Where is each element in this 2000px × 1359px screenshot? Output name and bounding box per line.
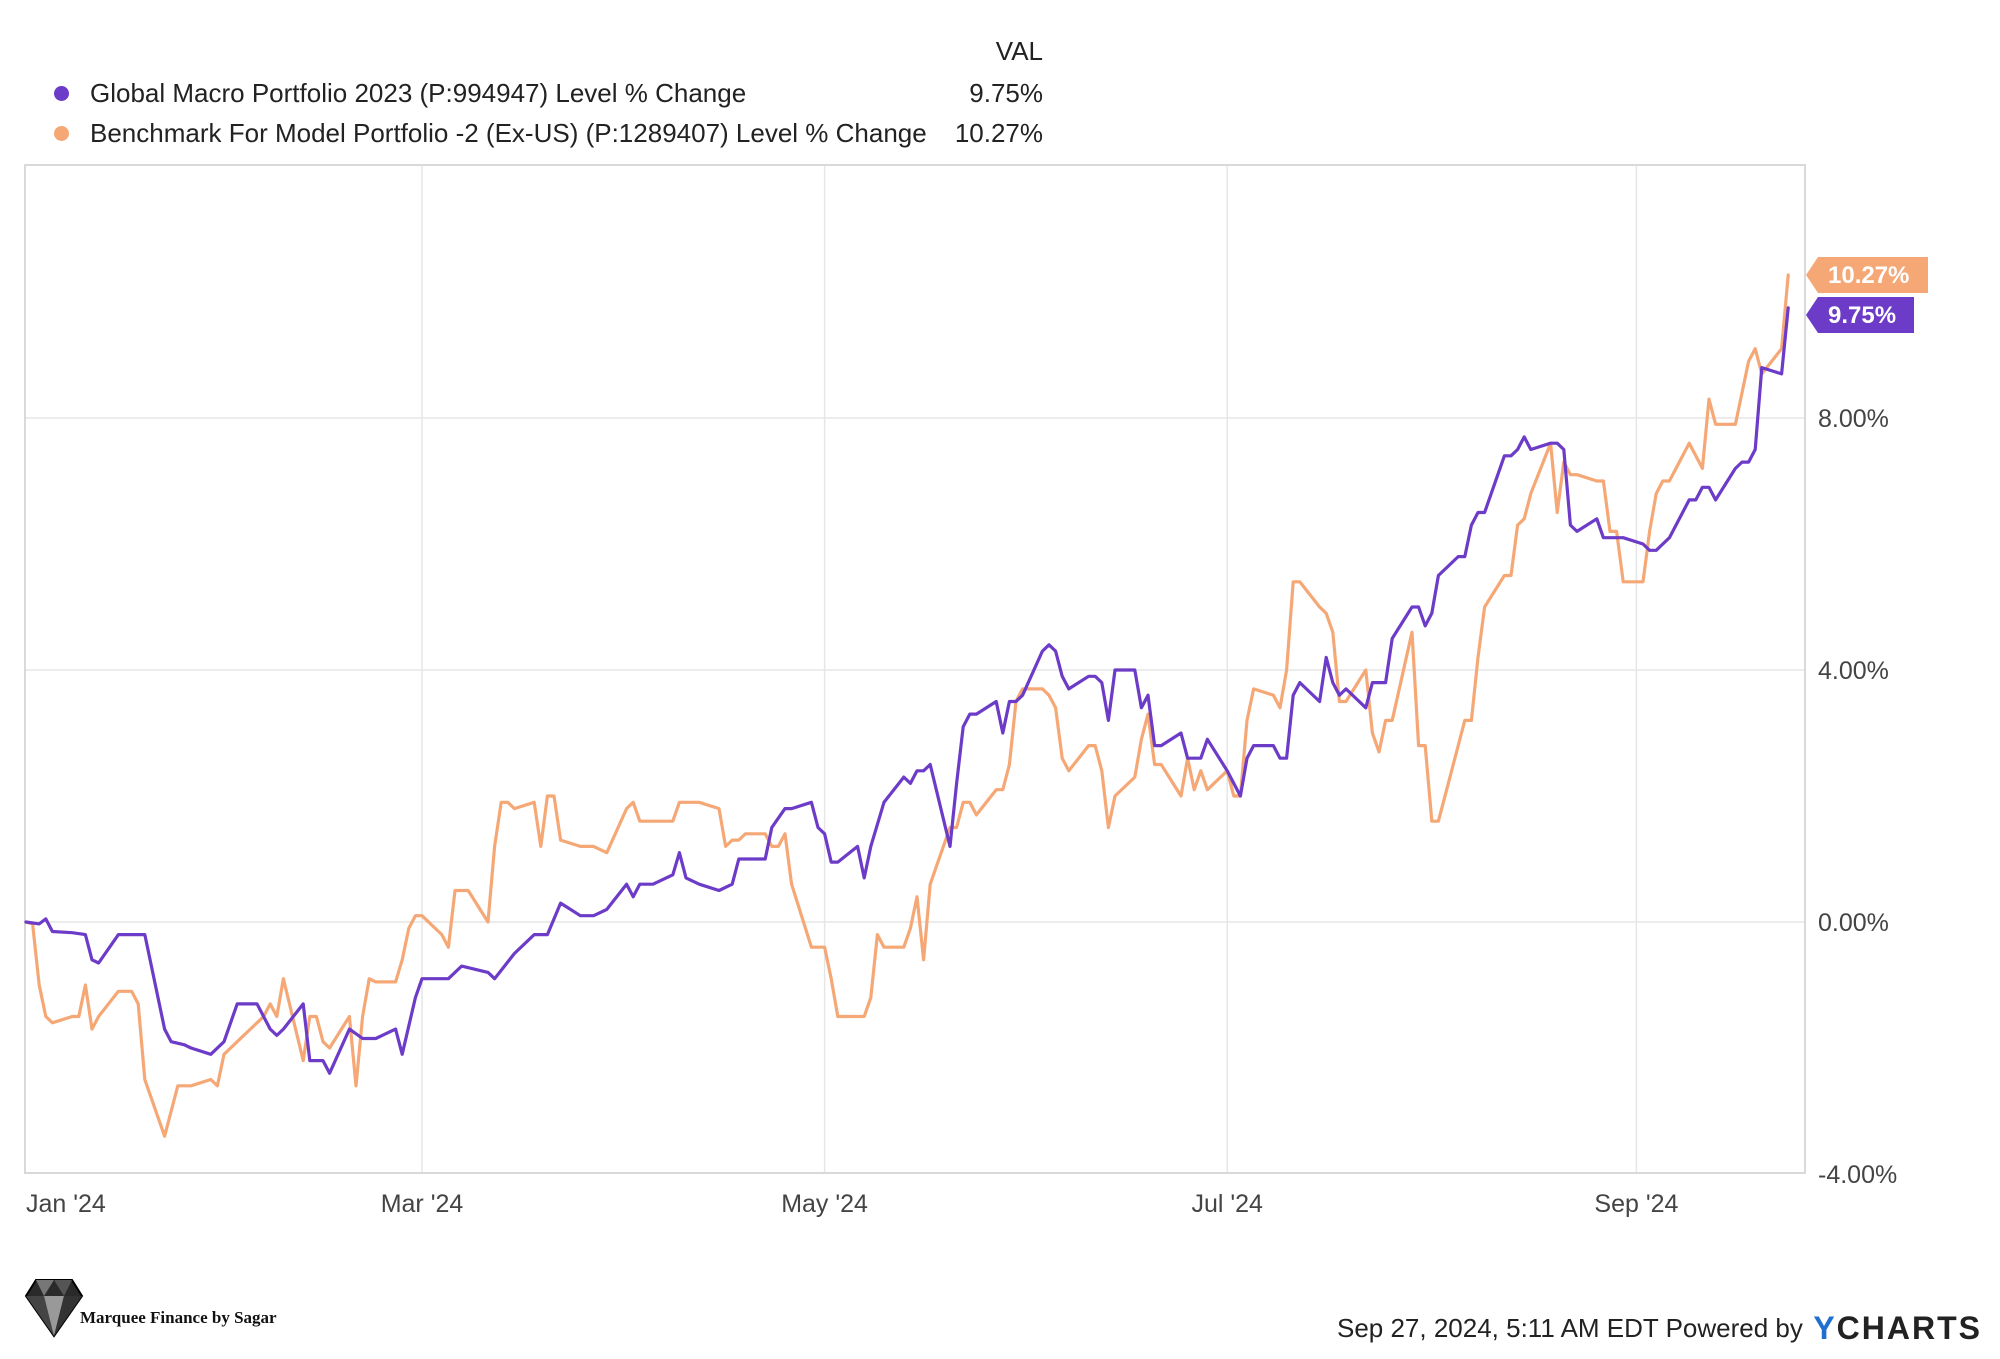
x-tick-label: Jan '24 xyxy=(26,1190,106,1218)
legend-item-portfolio[interactable]: Global Macro Portfolio 2023 (P:994947) L… xyxy=(48,74,1043,114)
brand-logo-text: Marquee Finance by Sagar xyxy=(80,1308,277,1327)
end-value-tag-portfolio: 9.75% xyxy=(1806,296,1914,333)
end-value-tag-benchmark: 10.27% xyxy=(1806,256,1928,293)
tag-background xyxy=(1806,256,1928,293)
end-value-tags: 10.27% 9.75% xyxy=(1806,256,1928,333)
plot-area-border xyxy=(24,164,1806,1174)
x-tick-label: May '24 xyxy=(781,1190,868,1218)
timestamp: Sep 27, 2024, 5:11 AM EDT Powered by xyxy=(1336,1313,1803,1343)
tag-label: 9.75% xyxy=(1828,302,1896,329)
legend-item-value: 9.75% xyxy=(969,78,1043,108)
tag-background xyxy=(1806,296,1914,333)
legend-value-header: VAL xyxy=(995,36,1043,66)
legend-item-label: Benchmark For Model Portfolio -2 (Ex-US)… xyxy=(90,118,927,148)
y-tick-label: 8.00% xyxy=(1818,405,1889,433)
diamond-icon xyxy=(24,1279,84,1338)
ycharts-logo[interactable]: YCHARTS xyxy=(1813,1310,1982,1346)
grid-lines xyxy=(25,165,1805,1173)
legend-dot-icon xyxy=(54,126,69,141)
tag-label: 10.27% xyxy=(1828,262,1909,289)
series-line-benchmark[interactable] xyxy=(24,273,1790,1138)
footer-attribution: Sep 27, 2024, 5:11 AM EDT Powered by YCH… xyxy=(1337,1310,1982,1350)
axis-labels: 8.00% 4.00% 0.00% -4.00% Jan '24 Mar '24 May '… xyxy=(26,405,1897,1218)
series-line-portfolio[interactable] xyxy=(24,306,1790,1075)
x-tick-label: Jul '24 xyxy=(1191,1190,1263,1218)
x-tick-label: Sep '24 xyxy=(1594,1190,1678,1218)
legend-dot-icon xyxy=(54,86,69,101)
series-lines xyxy=(24,273,1790,1138)
y-tick-label: 4.00% xyxy=(1818,657,1889,685)
legend-item-benchmark[interactable]: Benchmark For Model Portfolio -2 (Ex-US)… xyxy=(48,114,1043,154)
y-tick-label: -4.00% xyxy=(1818,1161,1897,1189)
x-tick-label: Mar '24 xyxy=(381,1190,464,1218)
legend-item-value: 10.27% xyxy=(954,118,1043,148)
brand-logo: Marquee Finance by Sagar xyxy=(24,1274,324,1344)
y-tick-label: 0.00% xyxy=(1818,909,1889,937)
legend-item-label: Global Macro Portfolio 2023 (P:994947) L… xyxy=(90,78,747,108)
